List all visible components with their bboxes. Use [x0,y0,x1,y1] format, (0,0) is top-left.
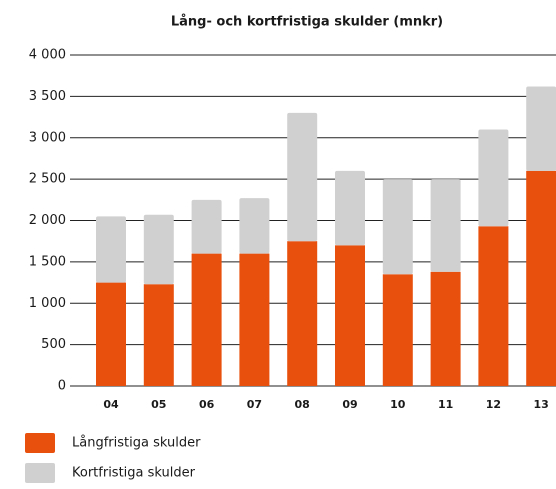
bar-segment [239,198,270,254]
bar-segment [526,86,556,171]
bar-segment [478,129,509,227]
x-tick-label: 04 [103,398,119,411]
x-tick-label: 10 [390,398,406,411]
y-tick-label: 4 000 [29,48,66,63]
legend-swatch [25,463,55,483]
legend-label: Kortfristiga skulder [72,466,196,481]
bar-segment [526,170,556,386]
bar-segment [382,179,413,275]
bar-segment [382,274,413,386]
legend-label: Långfristiga skulder [72,436,201,451]
y-tick-label: 3 500 [29,89,66,104]
bar-segment [335,245,365,386]
y-tick-label: 0 [58,379,66,394]
y-tick-label: 3 000 [29,130,66,145]
y-tick-label: 500 [41,337,66,352]
y-tick-label: 2 000 [29,213,66,228]
bar-segment [239,253,270,386]
bar-segment [430,271,461,386]
legend-swatch [25,433,55,453]
x-tick-label: 09 [342,398,357,411]
x-tick-label: 12 [486,398,501,411]
chart-title: Lång- och kortfristiga skulder (mnkr) [171,15,443,30]
y-tick-label: 1 500 [29,254,66,269]
bar-segment [96,282,126,386]
bar-segment [191,199,222,254]
bar-segment [430,179,461,272]
bar-segment [478,226,509,386]
bar-segment [287,241,318,386]
x-tick-label: 07 [247,398,262,411]
x-tick-label: 11 [438,398,453,411]
bar-segment [191,253,222,386]
x-tick-label: 08 [295,398,310,411]
y-tick-label: 1 000 [29,296,66,311]
x-tick-label: 06 [199,398,215,411]
bar-segment [335,170,365,246]
x-tick-label: 05 [151,398,166,411]
y-tick-label: 2 500 [29,172,66,187]
bar-segment [96,216,126,283]
x-tick-label: 13 [534,398,549,411]
bar-segment [143,284,174,386]
bar-segment [143,214,174,285]
bar-segment [287,112,318,242]
